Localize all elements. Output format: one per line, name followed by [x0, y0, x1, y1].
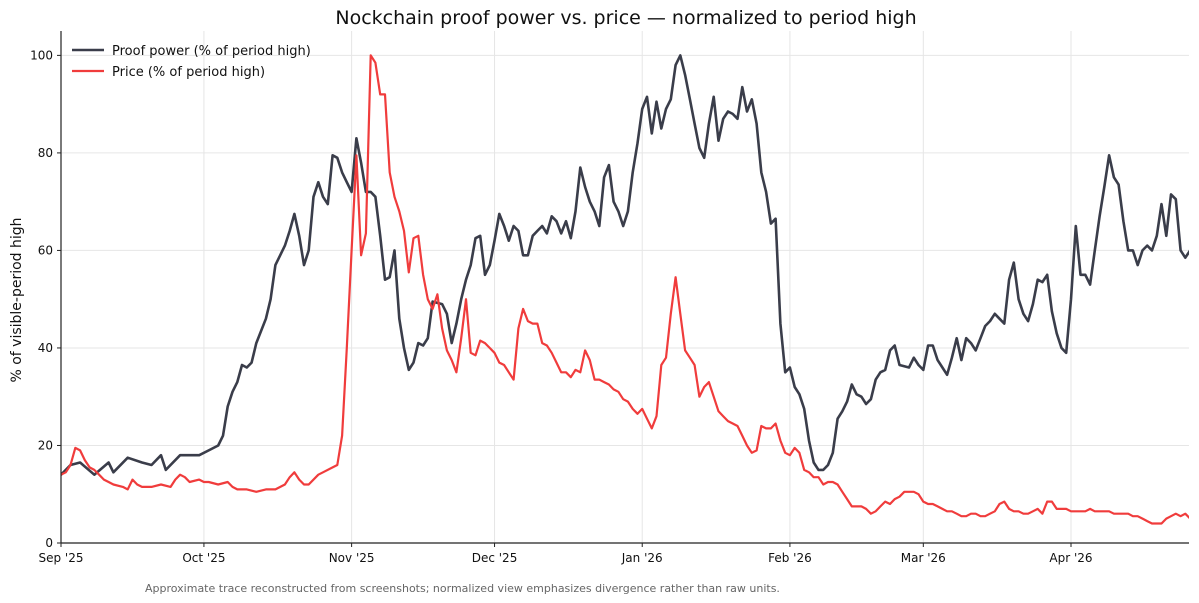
y-tick-label: 0 — [45, 536, 53, 550]
y-axis-label: % of visible-period high — [9, 217, 25, 382]
chart-title: Nockchain proof power vs. price — normal… — [335, 7, 916, 29]
axes — [57, 31, 1189, 547]
y-tick-label: 100 — [30, 48, 53, 62]
x-tick-label: Nov '25 — [329, 551, 375, 565]
x-tick-label: Sep '25 — [39, 551, 84, 565]
series-line-price — [61, 54, 1189, 525]
legend-label-proof-power: Proof power (% of period high) — [112, 44, 311, 59]
legend-label-price: Price (% of period high) — [112, 65, 265, 80]
y-tick-label: 60 — [38, 243, 53, 257]
x-tick-label: Dec '25 — [472, 551, 518, 565]
x-tick-label: Apr '26 — [1049, 551, 1092, 565]
legend: Proof power (% of period high) Price (% … — [72, 44, 311, 80]
tick-labels: 0 20 40 60 80 100 Sep '25 Oct '25 Nov '25 Dec '25… — [30, 48, 1092, 565]
x-tick-label: Feb '26 — [768, 551, 812, 565]
x-tick-label: Oct '25 — [182, 551, 225, 565]
x-tick-label: Jan '26 — [621, 551, 663, 565]
y-tick-label: 20 — [38, 438, 53, 452]
x-tick-label: Mar '26 — [901, 551, 946, 565]
y-tick-label: 80 — [38, 146, 53, 160]
grid — [61, 31, 1189, 543]
y-tick-label: 40 — [38, 341, 53, 355]
footnote: Approximate trace reconstructed from scr… — [145, 582, 780, 595]
series-line-proof-power — [61, 54, 1189, 477]
series-layer — [61, 54, 1189, 525]
